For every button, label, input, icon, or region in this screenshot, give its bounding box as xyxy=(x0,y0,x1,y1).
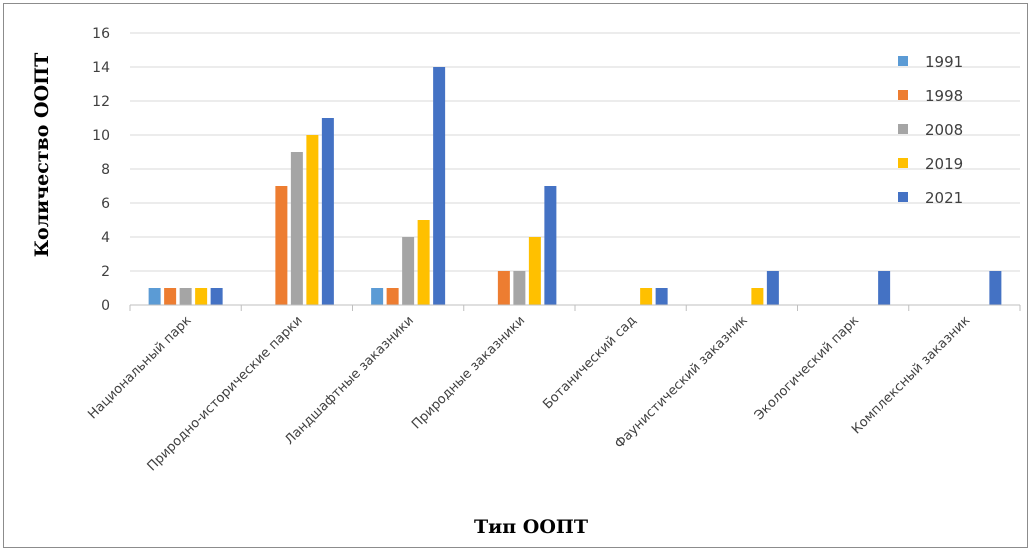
bar-2008 xyxy=(179,288,192,305)
bar-1998 xyxy=(275,186,288,305)
category-label: Ландшафтные заказники xyxy=(282,313,417,448)
bar-1998 xyxy=(386,288,399,305)
bar-1991 xyxy=(371,288,384,305)
y-tick-label: 12 xyxy=(92,94,110,110)
bar-2021 xyxy=(766,271,779,305)
legend-label-2008: 2008 xyxy=(925,121,963,139)
y-tick-label: 0 xyxy=(101,298,110,314)
y-tick-label: 2 xyxy=(101,264,110,280)
legend-label-2021: 2021 xyxy=(925,189,963,207)
legend-swatch-1998 xyxy=(898,90,908,100)
legend-label-1991: 1991 xyxy=(925,53,963,71)
bar-2019 xyxy=(751,288,764,305)
bar-2021 xyxy=(989,271,1002,305)
legend-label-1998: 1998 xyxy=(925,87,963,105)
bar-2008 xyxy=(290,152,303,305)
bar-2021 xyxy=(655,288,668,305)
bar-2021 xyxy=(433,67,446,305)
bars xyxy=(148,67,1002,305)
category-label: Экологический парк xyxy=(752,313,862,423)
bar-2019 xyxy=(306,135,319,305)
legend-swatch-1991 xyxy=(898,56,908,66)
legend-swatch-2019 xyxy=(898,158,908,168)
bar-2021 xyxy=(878,271,891,305)
bar-2021 xyxy=(544,186,557,305)
y-tick-label: 8 xyxy=(101,162,110,178)
y-tick-labels: 0 2 4 6 8 10 12 14 16 xyxy=(92,26,110,314)
category-label: Природные заказники xyxy=(409,313,528,432)
x-axis-title: Тип ООПТ xyxy=(474,516,588,538)
gridlines xyxy=(130,32,1020,272)
bar-2021 xyxy=(210,288,223,305)
chart-frame xyxy=(3,3,1028,548)
bar-2019 xyxy=(195,288,208,305)
category-label: Комплексный заказник xyxy=(849,313,973,437)
bar-2008 xyxy=(402,237,415,305)
x-axis xyxy=(129,304,1021,311)
bar-2019 xyxy=(640,288,653,305)
legend-swatch-2021 xyxy=(898,192,908,202)
legend: 1991 1998 2008 2019 2021 xyxy=(898,53,963,207)
y-tick-label: 6 xyxy=(101,196,110,212)
category-label: Фаунистический заказник xyxy=(612,313,751,452)
legend-swatch-2008 xyxy=(898,124,908,134)
bar-2019 xyxy=(417,220,430,305)
bar-1991 xyxy=(148,288,161,305)
bar-1998 xyxy=(497,271,510,305)
y-tick-label: 16 xyxy=(92,26,110,42)
legend-label-2019: 2019 xyxy=(925,155,963,173)
y-tick-label: 14 xyxy=(92,60,110,76)
y-tick-label: 4 xyxy=(101,230,110,246)
bar-2019 xyxy=(528,237,541,305)
category-label: Ботанический сад xyxy=(540,313,639,412)
bar-2021 xyxy=(321,118,334,305)
category-label: Национальный парк xyxy=(85,313,194,422)
bar-2008 xyxy=(513,271,526,305)
bar-1998 xyxy=(164,288,177,305)
y-axis-title: Количество ООПТ xyxy=(31,53,53,257)
y-tick-label: 10 xyxy=(92,128,110,144)
